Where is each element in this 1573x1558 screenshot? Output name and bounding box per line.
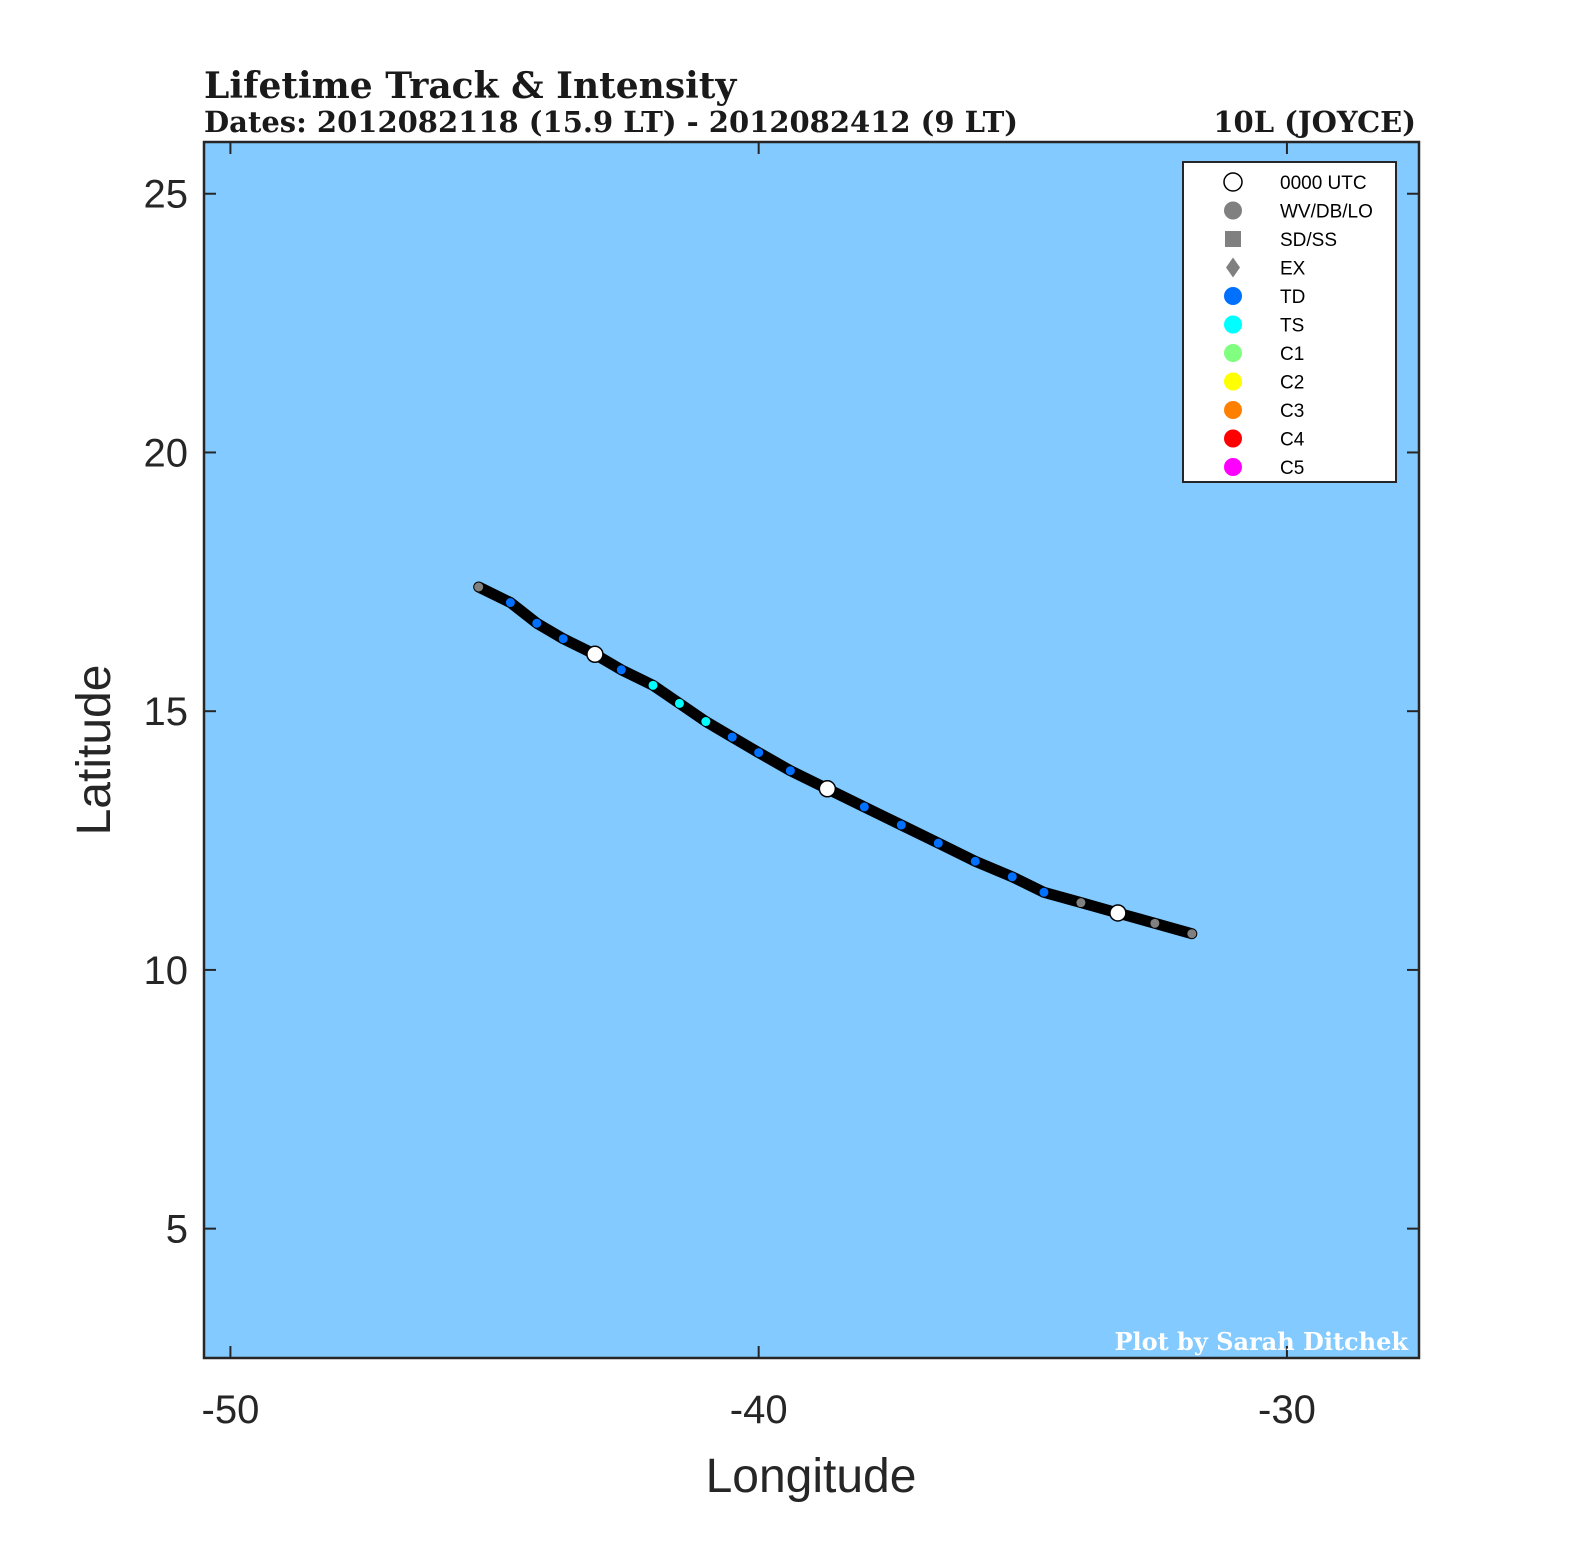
plot-frame	[202, 140, 1421, 1360]
track-point	[859, 802, 869, 812]
legend-marker	[1224, 372, 1242, 391]
legend-label: 0000 UTC	[1280, 173, 1367, 194]
x-axis-label: Longitude	[706, 1450, 917, 1503]
storm-label: 10L (JOYCE)	[1213, 105, 1416, 139]
track-points	[474, 582, 1197, 939]
legend-marker	[1224, 201, 1242, 220]
legend-marker	[1226, 257, 1240, 278]
y-axis-label: Latitude	[68, 665, 121, 836]
track-point	[558, 634, 568, 644]
credit-text: Plot by Sarah Ditchek	[1114, 1327, 1409, 1356]
y-tick-label: 10	[144, 949, 189, 993]
track-point	[674, 698, 684, 708]
track-point	[970, 856, 980, 866]
legend-label: C3	[1280, 401, 1304, 422]
track-point	[1150, 918, 1160, 928]
legend-marker	[1224, 344, 1242, 362]
legend-marker	[1224, 458, 1242, 476]
legend-box	[1182, 161, 1397, 483]
legend-label: C5	[1280, 458, 1304, 479]
track-point	[933, 838, 943, 848]
utc00-marker	[818, 780, 837, 798]
track-point	[532, 618, 542, 628]
utc00-marker	[1109, 904, 1127, 922]
legend-label: C2	[1280, 373, 1304, 394]
track-point	[754, 748, 764, 758]
track-point	[505, 598, 515, 608]
x-tick-label: -40	[730, 1388, 788, 1432]
track-point	[785, 766, 795, 776]
legend-label: C4	[1280, 430, 1305, 451]
legend-marker	[1223, 172, 1243, 192]
y-tick-label: 25	[144, 173, 189, 217]
legend-marker	[1224, 315, 1242, 334]
x-tick-label: -50	[202, 1388, 260, 1432]
track-point	[896, 820, 906, 830]
track-point	[727, 732, 737, 742]
y-tick-label: 20	[144, 431, 189, 475]
track-point	[1187, 929, 1197, 939]
legend-marker	[1224, 401, 1242, 419]
legend-marker	[1224, 429, 1242, 448]
legend-label: SD/SS	[1280, 230, 1337, 251]
chart-subtitle: Dates: 2012082118 (15.9 LT) - 2012082412…	[204, 105, 1018, 139]
legend: 0000 UTC WV/DB/LO SD/SS EX TD TS C1 C2 C3 C4 C5	[1182, 161, 1397, 483]
legend-marker	[1225, 231, 1241, 247]
track-point	[616, 665, 626, 675]
y-tick-label: 5	[166, 1208, 188, 1252]
utc00-marker	[586, 645, 604, 664]
legend-label: TD	[1280, 287, 1305, 308]
x-tick-label: -30	[1258, 1388, 1316, 1432]
chart-title: Lifetime Track & Intensity	[204, 65, 737, 107]
y-tick-label: 15	[144, 690, 189, 734]
axis-ticks: -50 -40 -30 5 10 15 20 25	[144, 142, 1419, 1432]
track-point	[1076, 898, 1086, 908]
track-point	[648, 680, 658, 690]
legend-marker	[1224, 287, 1242, 305]
legend-label: EX	[1280, 259, 1306, 280]
track-point	[474, 582, 484, 592]
legend-label: WV/DB/LO	[1280, 202, 1373, 223]
legend-label: TS	[1280, 316, 1304, 337]
legend-label: C1	[1280, 344, 1304, 365]
track-point	[1007, 872, 1017, 882]
track-point	[1039, 887, 1049, 897]
track-point	[701, 717, 711, 727]
